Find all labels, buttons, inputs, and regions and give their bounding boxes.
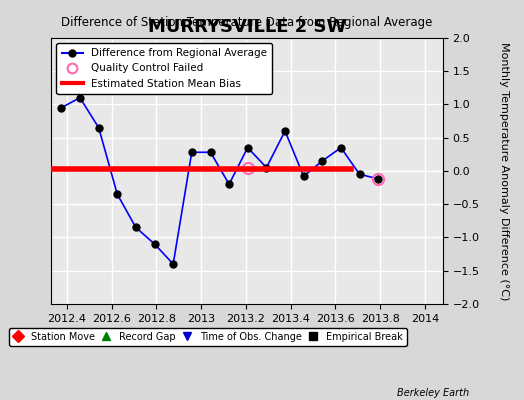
Title: MURRYSVILLE 2 SW: MURRYSVILLE 2 SW: [148, 18, 346, 36]
Text: Difference of Station Temperature Data from Regional Average: Difference of Station Temperature Data f…: [61, 16, 433, 29]
Y-axis label: Monthly Temperature Anomaly Difference (°C): Monthly Temperature Anomaly Difference (…: [499, 42, 509, 300]
Text: Berkeley Earth: Berkeley Earth: [397, 388, 469, 398]
Legend: Station Move, Record Gap, Time of Obs. Change, Empirical Break: Station Move, Record Gap, Time of Obs. C…: [9, 328, 407, 346]
